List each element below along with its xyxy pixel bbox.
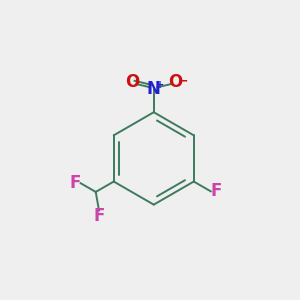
Text: F: F — [93, 207, 105, 225]
Text: N: N — [147, 80, 161, 98]
Text: +: + — [156, 80, 164, 89]
Text: −: − — [177, 74, 188, 87]
Text: O: O — [169, 73, 183, 91]
Text: F: F — [70, 174, 81, 192]
Text: F: F — [211, 182, 222, 200]
Text: O: O — [125, 73, 139, 91]
